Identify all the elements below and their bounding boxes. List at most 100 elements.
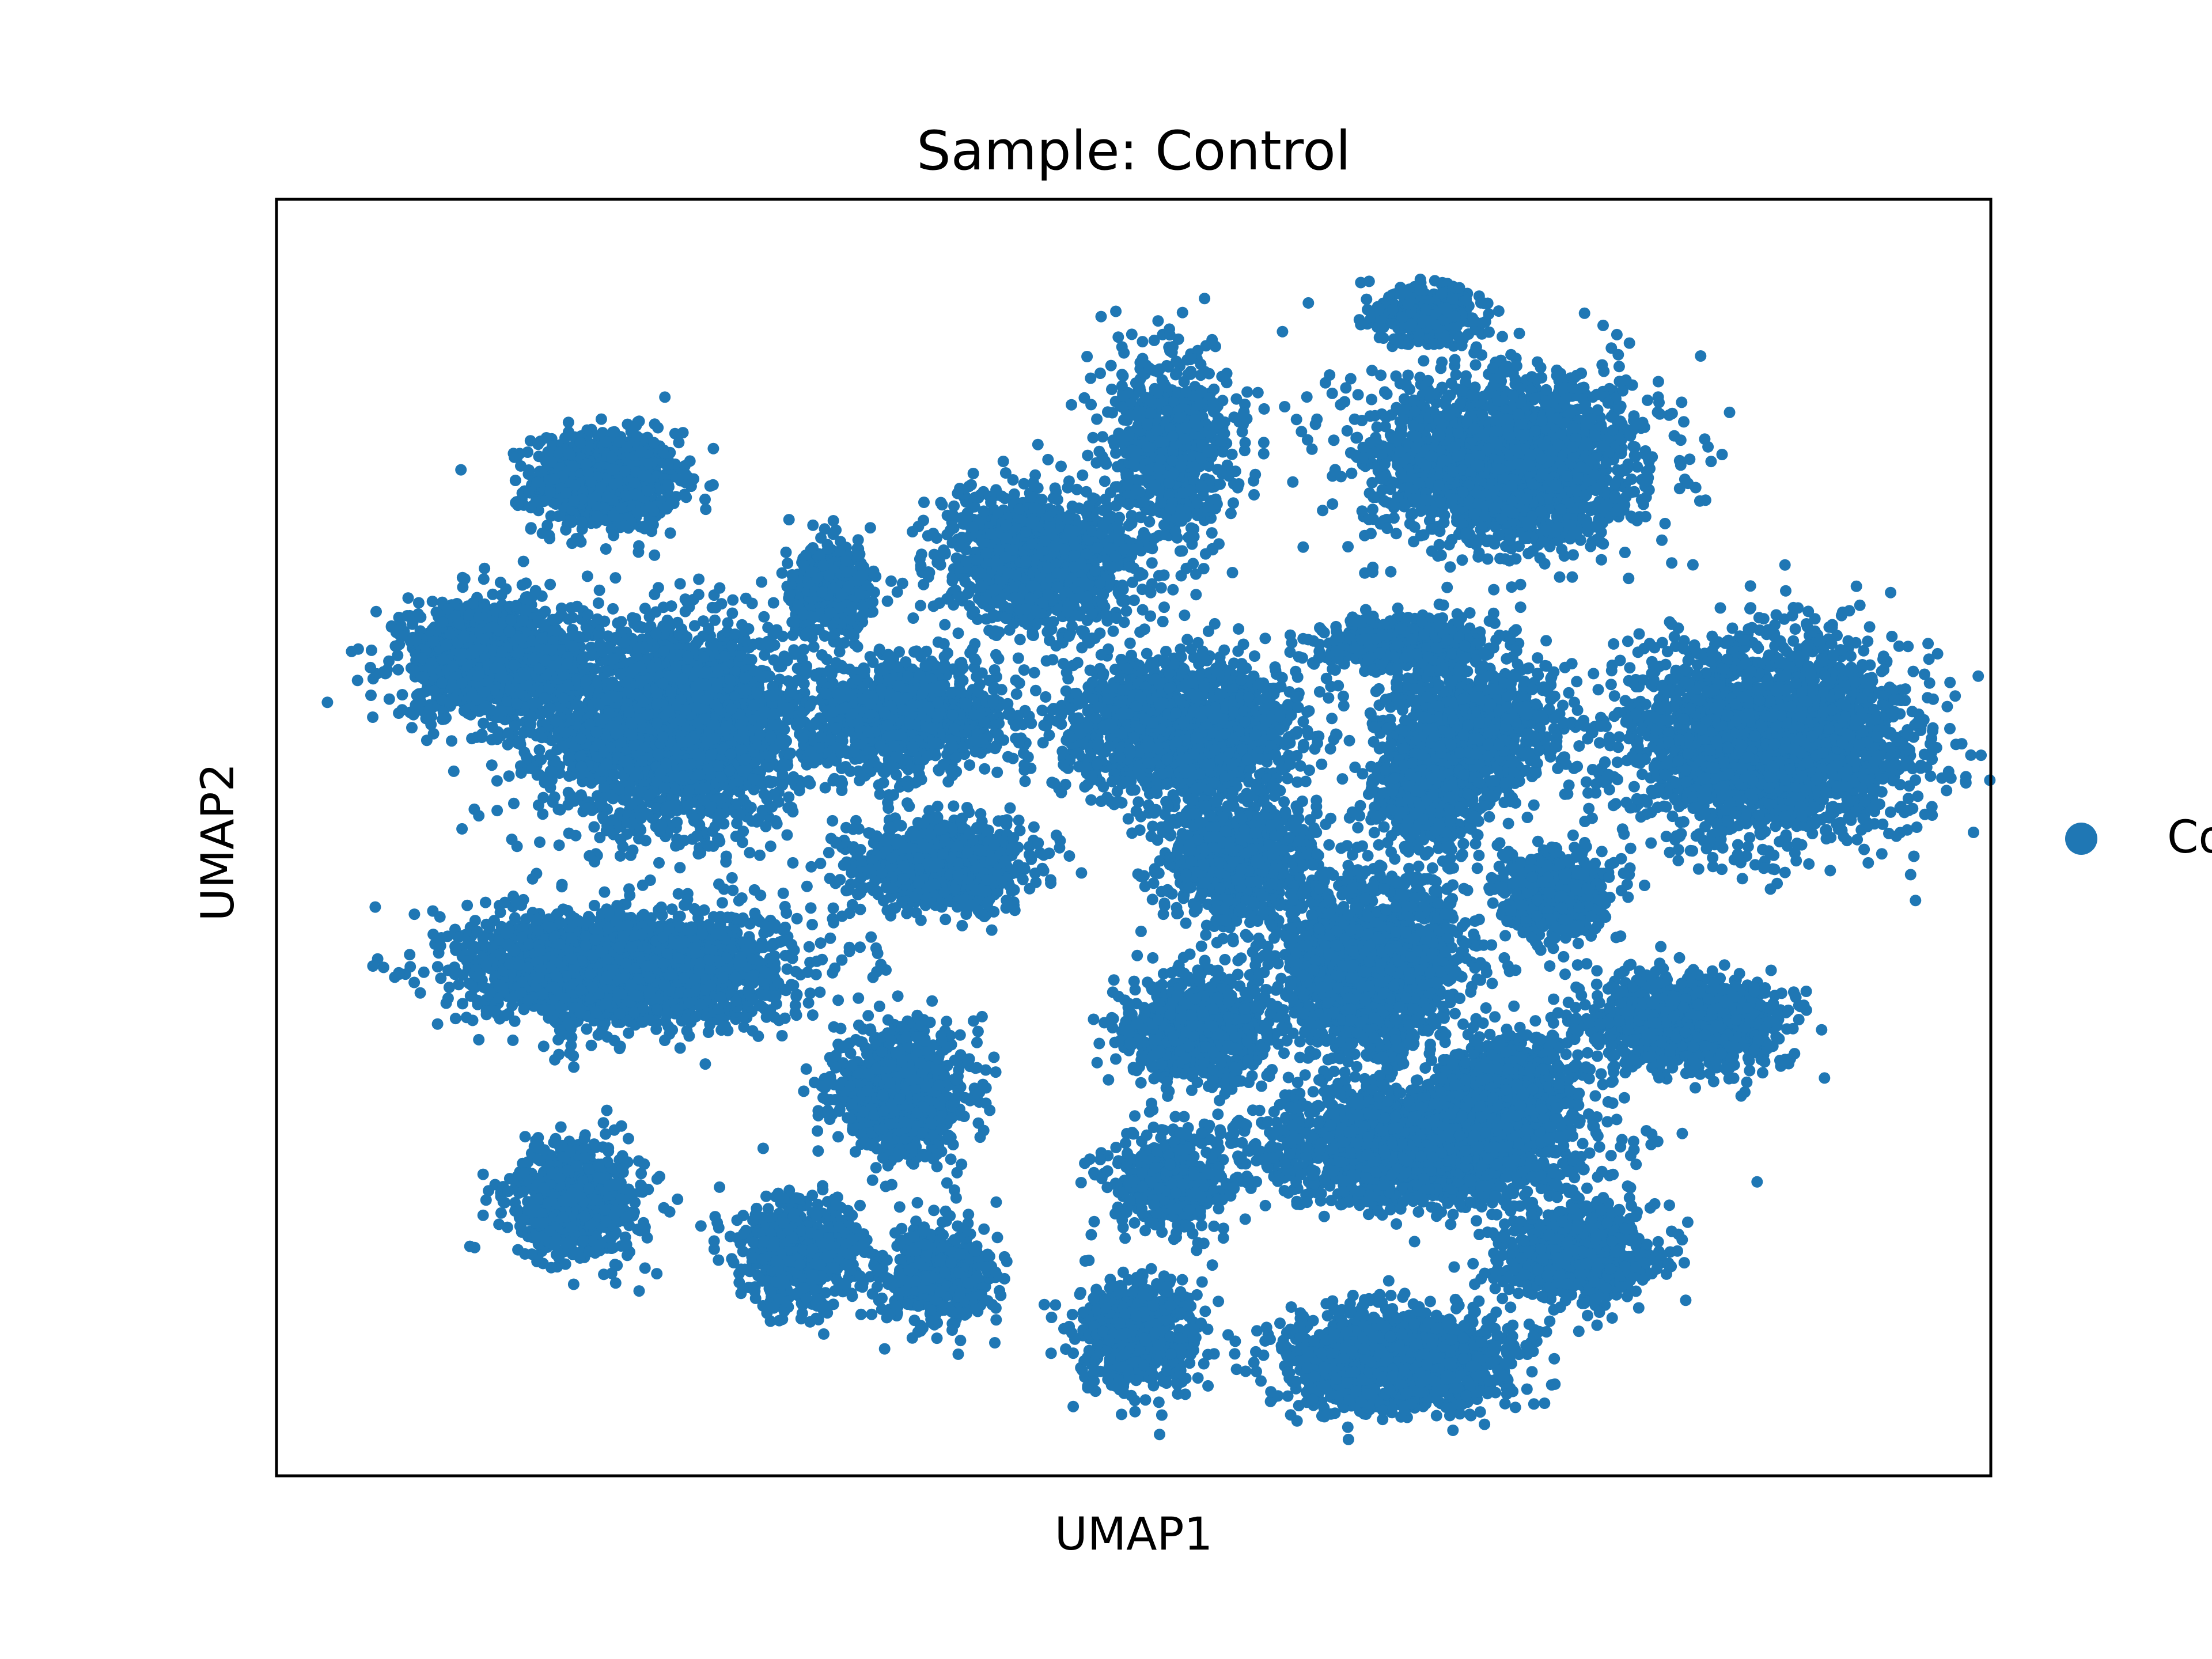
data-point [476, 729, 488, 740]
data-point [453, 618, 465, 630]
data-point [597, 646, 608, 657]
data-point [608, 510, 619, 521]
data-point [782, 802, 794, 813]
data-point [576, 516, 588, 528]
data-point [713, 833, 724, 844]
data-point [563, 448, 574, 460]
data-point [677, 771, 688, 782]
data-point [576, 653, 588, 665]
data-point [680, 491, 692, 503]
data-point [720, 856, 732, 868]
data-point [491, 733, 503, 745]
data-point [763, 761, 775, 772]
data-point [601, 759, 612, 770]
data-point [611, 692, 622, 703]
data-point [535, 754, 547, 766]
data-point [368, 673, 379, 684]
data-point [705, 801, 717, 813]
data-point [712, 666, 724, 677]
data-point [479, 686, 491, 698]
data-point [803, 775, 815, 787]
data-point [543, 530, 555, 541]
data-point [677, 673, 689, 684]
data-point [663, 706, 675, 717]
data-point [666, 600, 677, 612]
data-point [440, 639, 452, 651]
data-point [509, 660, 520, 671]
data-point [415, 611, 426, 623]
data-point [646, 525, 657, 537]
data-point [786, 774, 798, 786]
data-point [598, 747, 609, 758]
data-point [424, 704, 435, 715]
data-point [554, 839, 565, 851]
data-point [726, 641, 738, 652]
data-point [680, 593, 691, 605]
data-point [457, 648, 468, 660]
data-point [570, 699, 582, 711]
data-point [393, 707, 404, 719]
data-point [662, 615, 673, 626]
data-point [765, 732, 777, 743]
data-point [568, 495, 579, 507]
data-point [545, 766, 556, 777]
data-point [580, 676, 592, 687]
data-point [752, 774, 764, 786]
data-point [628, 739, 640, 751]
data-point [685, 758, 696, 770]
data-point [783, 791, 794, 803]
data-point [392, 664, 404, 676]
data-point [518, 556, 529, 567]
data-point [512, 840, 523, 852]
data-point [559, 432, 571, 444]
data-point [416, 688, 427, 699]
data-point [416, 671, 427, 683]
data-point [456, 677, 468, 689]
data-point [756, 715, 768, 727]
data-point [680, 469, 691, 480]
data-point [525, 727, 537, 738]
data-point [742, 653, 753, 665]
data-point [693, 589, 704, 600]
data-point [700, 679, 711, 691]
data-point [690, 681, 702, 692]
data-point [563, 416, 574, 428]
data-point [642, 709, 653, 721]
data-point [366, 645, 377, 656]
data-point [571, 710, 583, 722]
data-point [714, 808, 726, 820]
data-point [352, 675, 363, 686]
data-point [691, 692, 703, 703]
data-point [632, 507, 644, 518]
data-point [466, 733, 478, 744]
data-point [619, 637, 630, 648]
data-point [737, 836, 748, 848]
data-point [634, 661, 645, 673]
data-point [516, 767, 527, 779]
data-point [631, 688, 642, 700]
data-point [517, 579, 528, 591]
data-point [657, 678, 668, 690]
data-point [711, 679, 723, 690]
data-point [478, 718, 489, 729]
data-point [456, 823, 468, 835]
data-point [575, 536, 587, 548]
data-point [384, 694, 395, 705]
data-point [737, 726, 749, 737]
data-point [639, 603, 651, 614]
data-point [533, 615, 544, 627]
data-point [633, 540, 645, 552]
data-point [606, 452, 618, 463]
data-point [582, 609, 594, 620]
data-point [634, 823, 646, 835]
data-point [600, 436, 611, 448]
data-point [544, 487, 556, 498]
data-point [540, 655, 551, 666]
data-point [567, 460, 578, 472]
data-point [779, 653, 790, 665]
data-point [658, 645, 670, 657]
data-point [771, 818, 783, 830]
data-point [427, 636, 439, 647]
data-point [760, 821, 771, 832]
data-point [532, 476, 543, 488]
